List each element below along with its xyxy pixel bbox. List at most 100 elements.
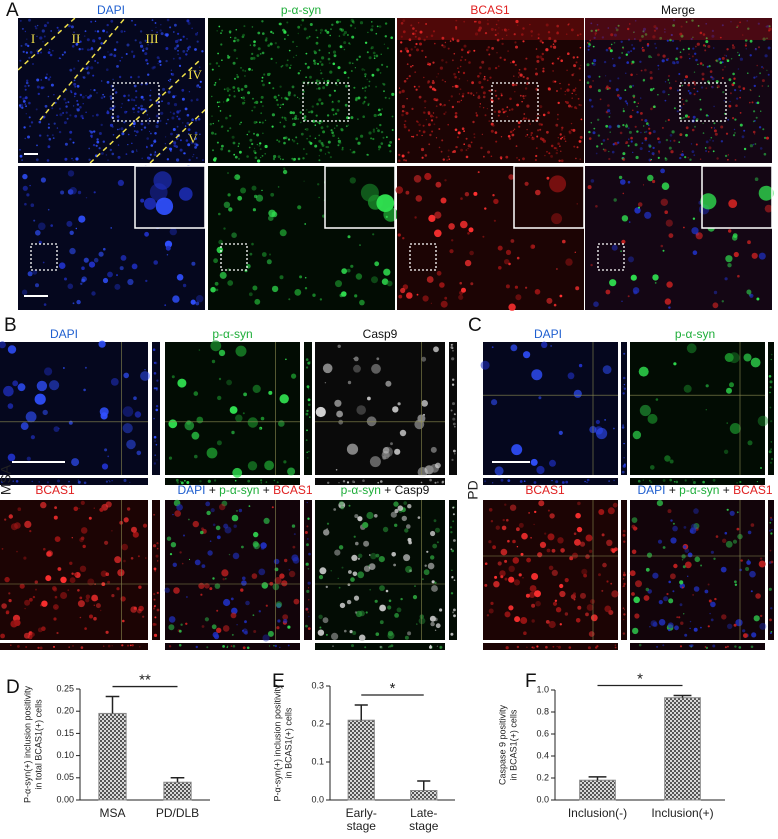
cell [640, 131, 642, 134]
inset-frame [134, 165, 206, 229]
cell [164, 143, 167, 145]
cell [704, 589, 709, 594]
cell [155, 408, 159, 412]
cell [491, 47, 494, 50]
cell [211, 95, 213, 98]
cell [368, 56, 372, 60]
cell [622, 47, 625, 50]
cell [20, 44, 23, 47]
cell [412, 27, 415, 30]
cell [442, 158, 445, 161]
cell [194, 137, 197, 140]
cell [714, 597, 717, 601]
cell [399, 50, 403, 53]
cell [348, 61, 352, 65]
image [152, 342, 160, 475]
cell [627, 144, 630, 147]
cell [368, 131, 372, 135]
y-tick-label: 0.10 [56, 750, 74, 760]
cell [505, 110, 507, 112]
cell [573, 64, 577, 68]
cell [176, 274, 184, 281]
cell [71, 572, 74, 575]
cell [537, 552, 543, 558]
cell [702, 132, 705, 134]
cell [453, 150, 456, 153]
cell [704, 147, 707, 149]
cell [457, 67, 459, 69]
cell [304, 223, 307, 225]
cell [479, 106, 481, 108]
cell [505, 646, 509, 650]
cell [482, 91, 486, 95]
cell [347, 124, 349, 126]
cell [93, 89, 96, 92]
cell [422, 578, 424, 581]
cell [226, 646, 228, 649]
cell [493, 198, 499, 205]
cell [33, 219, 36, 222]
cell [457, 131, 461, 135]
cell [553, 303, 557, 307]
cell [337, 344, 341, 348]
cell [585, 534, 593, 542]
cell [23, 632, 30, 639]
error-bar [673, 694, 692, 698]
cell [662, 644, 665, 647]
image [449, 500, 457, 640]
cell [724, 54, 726, 56]
cell [505, 249, 512, 255]
cell [404, 120, 407, 123]
cell [282, 614, 289, 620]
cell [305, 109, 308, 111]
cell [721, 24, 724, 27]
cell [19, 95, 22, 99]
cell [724, 277, 728, 281]
cell [691, 128, 695, 132]
cell [481, 133, 484, 136]
cell [339, 602, 346, 609]
cell [199, 480, 202, 483]
cell [236, 38, 240, 42]
cell [35, 230, 41, 236]
cell [227, 149, 231, 153]
cell [433, 123, 436, 126]
cell [727, 623, 733, 629]
cell [249, 44, 252, 46]
cell [204, 583, 210, 589]
cell [207, 550, 213, 556]
cell [655, 27, 658, 30]
cell [617, 96, 620, 98]
cell [549, 175, 567, 193]
cell [28, 101, 31, 105]
cell [117, 179, 124, 186]
cell [375, 85, 378, 88]
cell [468, 227, 474, 233]
cell [495, 525, 500, 530]
cell [226, 89, 230, 93]
cell [502, 518, 505, 522]
cell [258, 610, 261, 613]
cell [136, 450, 142, 456]
cell [709, 612, 711, 615]
cell [327, 44, 332, 48]
cell [681, 98, 684, 101]
cell [573, 592, 576, 596]
cell [610, 43, 613, 46]
cell [93, 616, 97, 621]
cell [354, 98, 358, 102]
cell [684, 479, 687, 482]
panel-letter: E [272, 671, 285, 692]
cell [541, 57, 545, 61]
cell [338, 35, 341, 37]
cell [721, 77, 724, 79]
cell [444, 41, 447, 44]
cell [107, 644, 111, 648]
cell [499, 570, 506, 577]
cell [520, 552, 524, 556]
cell [230, 597, 234, 601]
cell [314, 144, 318, 148]
cell [342, 46, 344, 48]
cell [62, 112, 65, 114]
cell [699, 31, 703, 35]
